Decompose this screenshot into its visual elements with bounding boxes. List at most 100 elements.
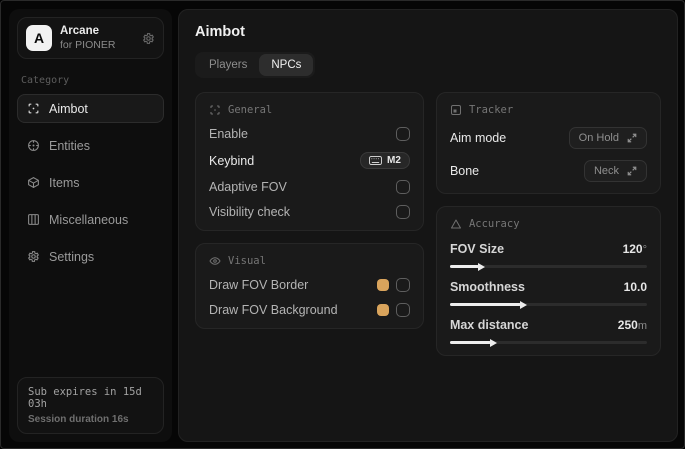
setting-label: Bone (449, 164, 480, 178)
card-title: Accuracy (468, 218, 520, 230)
expand-icon (627, 133, 637, 143)
sidebar-item-settings[interactable]: Settings (17, 242, 164, 271)
setting-label: Draw FOV Background (209, 303, 338, 317)
main-panel: Aimbot Players NPCs General (178, 9, 678, 442)
tracker-icon (450, 105, 461, 115)
app-name: Arcane (60, 25, 99, 38)
smoothness-slider[interactable] (449, 300, 647, 309)
sub-expiry-text: Sub expires in 15d 03h (28, 386, 142, 410)
sidebar-item-label: Aimbot (49, 101, 88, 116)
slider-row-smoothness: Smoothness 10.0 (449, 280, 647, 309)
setting-label: Aim mode (449, 131, 507, 145)
tab-group: Players NPCs (195, 52, 316, 78)
fov-background-color-swatch[interactable] (376, 304, 389, 316)
package-icon (27, 176, 40, 189)
fov-background-controls (376, 303, 410, 317)
setting-row-visibility-check: Visibility check (209, 205, 410, 219)
card-title: General (228, 104, 273, 116)
fov-background-checkbox[interactable] (395, 303, 410, 317)
keybind-button[interactable]: M2 (360, 152, 410, 169)
setting-label: Visibility check (209, 205, 291, 219)
setting-row-keybind: Keybind M2 (209, 152, 410, 169)
slider-value: 120° (622, 242, 647, 256)
columns-icon (27, 213, 40, 226)
sidebar-item-entities[interactable]: Entities (17, 131, 164, 160)
category-label: Category (21, 75, 70, 86)
sidebar-item-label: Entities (49, 138, 90, 153)
sidebar-nav: Aimbot Entities (17, 94, 164, 271)
focus-icon (210, 105, 220, 115)
slider-label: FOV Size (449, 242, 505, 256)
bone-value: Neck (593, 165, 619, 177)
slider-label: Max distance (449, 318, 529, 332)
app-subtitle: for PIONER (60, 38, 116, 51)
aim-mode-dropdown[interactable]: On Hold (568, 127, 647, 149)
visual-card-header: Visual (209, 255, 410, 267)
eye-icon (209, 257, 221, 265)
enable-checkbox[interactable] (395, 127, 410, 141)
session-duration-text: Session duration 16s (28, 414, 129, 425)
radar-icon (27, 139, 40, 152)
fov-border-color-swatch[interactable] (376, 279, 389, 291)
slider-label: Smoothness (449, 280, 525, 294)
accuracy-card: Accuracy FOV Size 120° Smoothnes (435, 206, 661, 356)
fov-size-slider[interactable] (449, 262, 647, 271)
setting-label: Adaptive FOV (209, 180, 287, 194)
setting-row-aim-mode: Aim mode On Hold (450, 127, 647, 149)
aim-mode-value: On Hold (578, 132, 619, 144)
visual-card: Visual Draw FOV Border Draw FOV Backgrou… (195, 243, 424, 329)
left-column: General Enable Keybind M2 (195, 92, 424, 329)
adaptive-fov-checkbox[interactable] (395, 180, 410, 194)
keyboard-icon (369, 156, 383, 165)
sidebar-header: A Arcane for PIONER (17, 17, 164, 59)
fov-border-controls (376, 278, 410, 292)
bone-dropdown[interactable]: Neck (583, 160, 647, 182)
setting-row-adaptive-fov: Adaptive FOV (209, 180, 410, 194)
setting-row-fov-background: Draw FOV Background (209, 303, 410, 317)
sidebar: A Arcane for PIONER Category (9, 9, 172, 442)
slider-unit: ° (642, 244, 647, 256)
fov-border-checkbox[interactable] (395, 278, 410, 292)
general-card: General Enable Keybind M2 (195, 92, 424, 231)
slider-fill (449, 262, 485, 271)
sidebar-item-label: Settings (49, 249, 95, 264)
tab-npcs[interactable]: NPCs (259, 54, 314, 76)
setting-row-enable: Enable (209, 127, 410, 141)
app-logo: A (26, 25, 52, 51)
max-distance-slider[interactable] (449, 338, 647, 347)
slider-fill (449, 300, 527, 309)
sidebar-item-items[interactable]: Items (17, 168, 164, 197)
setting-label: Draw FOV Border (209, 278, 309, 292)
card-title: Visual (228, 255, 266, 267)
tracker-card-header: Tracker (450, 104, 647, 116)
header-settings-icon[interactable] (142, 32, 155, 45)
general-card-header: General (209, 104, 410, 116)
sidebar-item-miscellaneous[interactable]: Miscellaneous (17, 205, 164, 234)
app-titles: Arcane for PIONER (60, 25, 134, 50)
tracker-card: Tracker Aim mode On Hold Bone (435, 92, 661, 194)
slider-row-max-distance: Max distance 250m (449, 318, 647, 347)
keybind-value: M2 (387, 155, 401, 166)
sidebar-item-aimbot[interactable]: Aimbot (17, 94, 164, 123)
setting-row-fov-border: Draw FOV Border (209, 278, 410, 292)
page-title: Aimbot (195, 24, 245, 40)
accuracy-card-header: Accuracy (450, 218, 647, 230)
setting-label: Keybind (209, 153, 255, 168)
delta-icon (450, 219, 461, 229)
card-title: Tracker (468, 104, 514, 116)
content-columns: General Enable Keybind M2 (195, 92, 661, 356)
visibility-check-checkbox[interactable] (395, 205, 410, 219)
subscription-info: Sub expires in 15d 03h Session duration … (17, 377, 164, 434)
gear-icon (27, 250, 40, 263)
crosshair-icon (27, 102, 40, 115)
app-logo-letter: A (33, 30, 45, 46)
slider-row-fov-size: FOV Size 120° (449, 242, 647, 271)
tab-players[interactable]: Players (197, 54, 259, 76)
expand-icon (627, 166, 637, 176)
setting-label: Enable (209, 127, 248, 141)
setting-row-bone: Bone Neck (450, 160, 647, 182)
sidebar-item-label: Items (49, 175, 80, 190)
slider-unit: m (637, 320, 647, 332)
slider-value: 250m (617, 318, 647, 332)
